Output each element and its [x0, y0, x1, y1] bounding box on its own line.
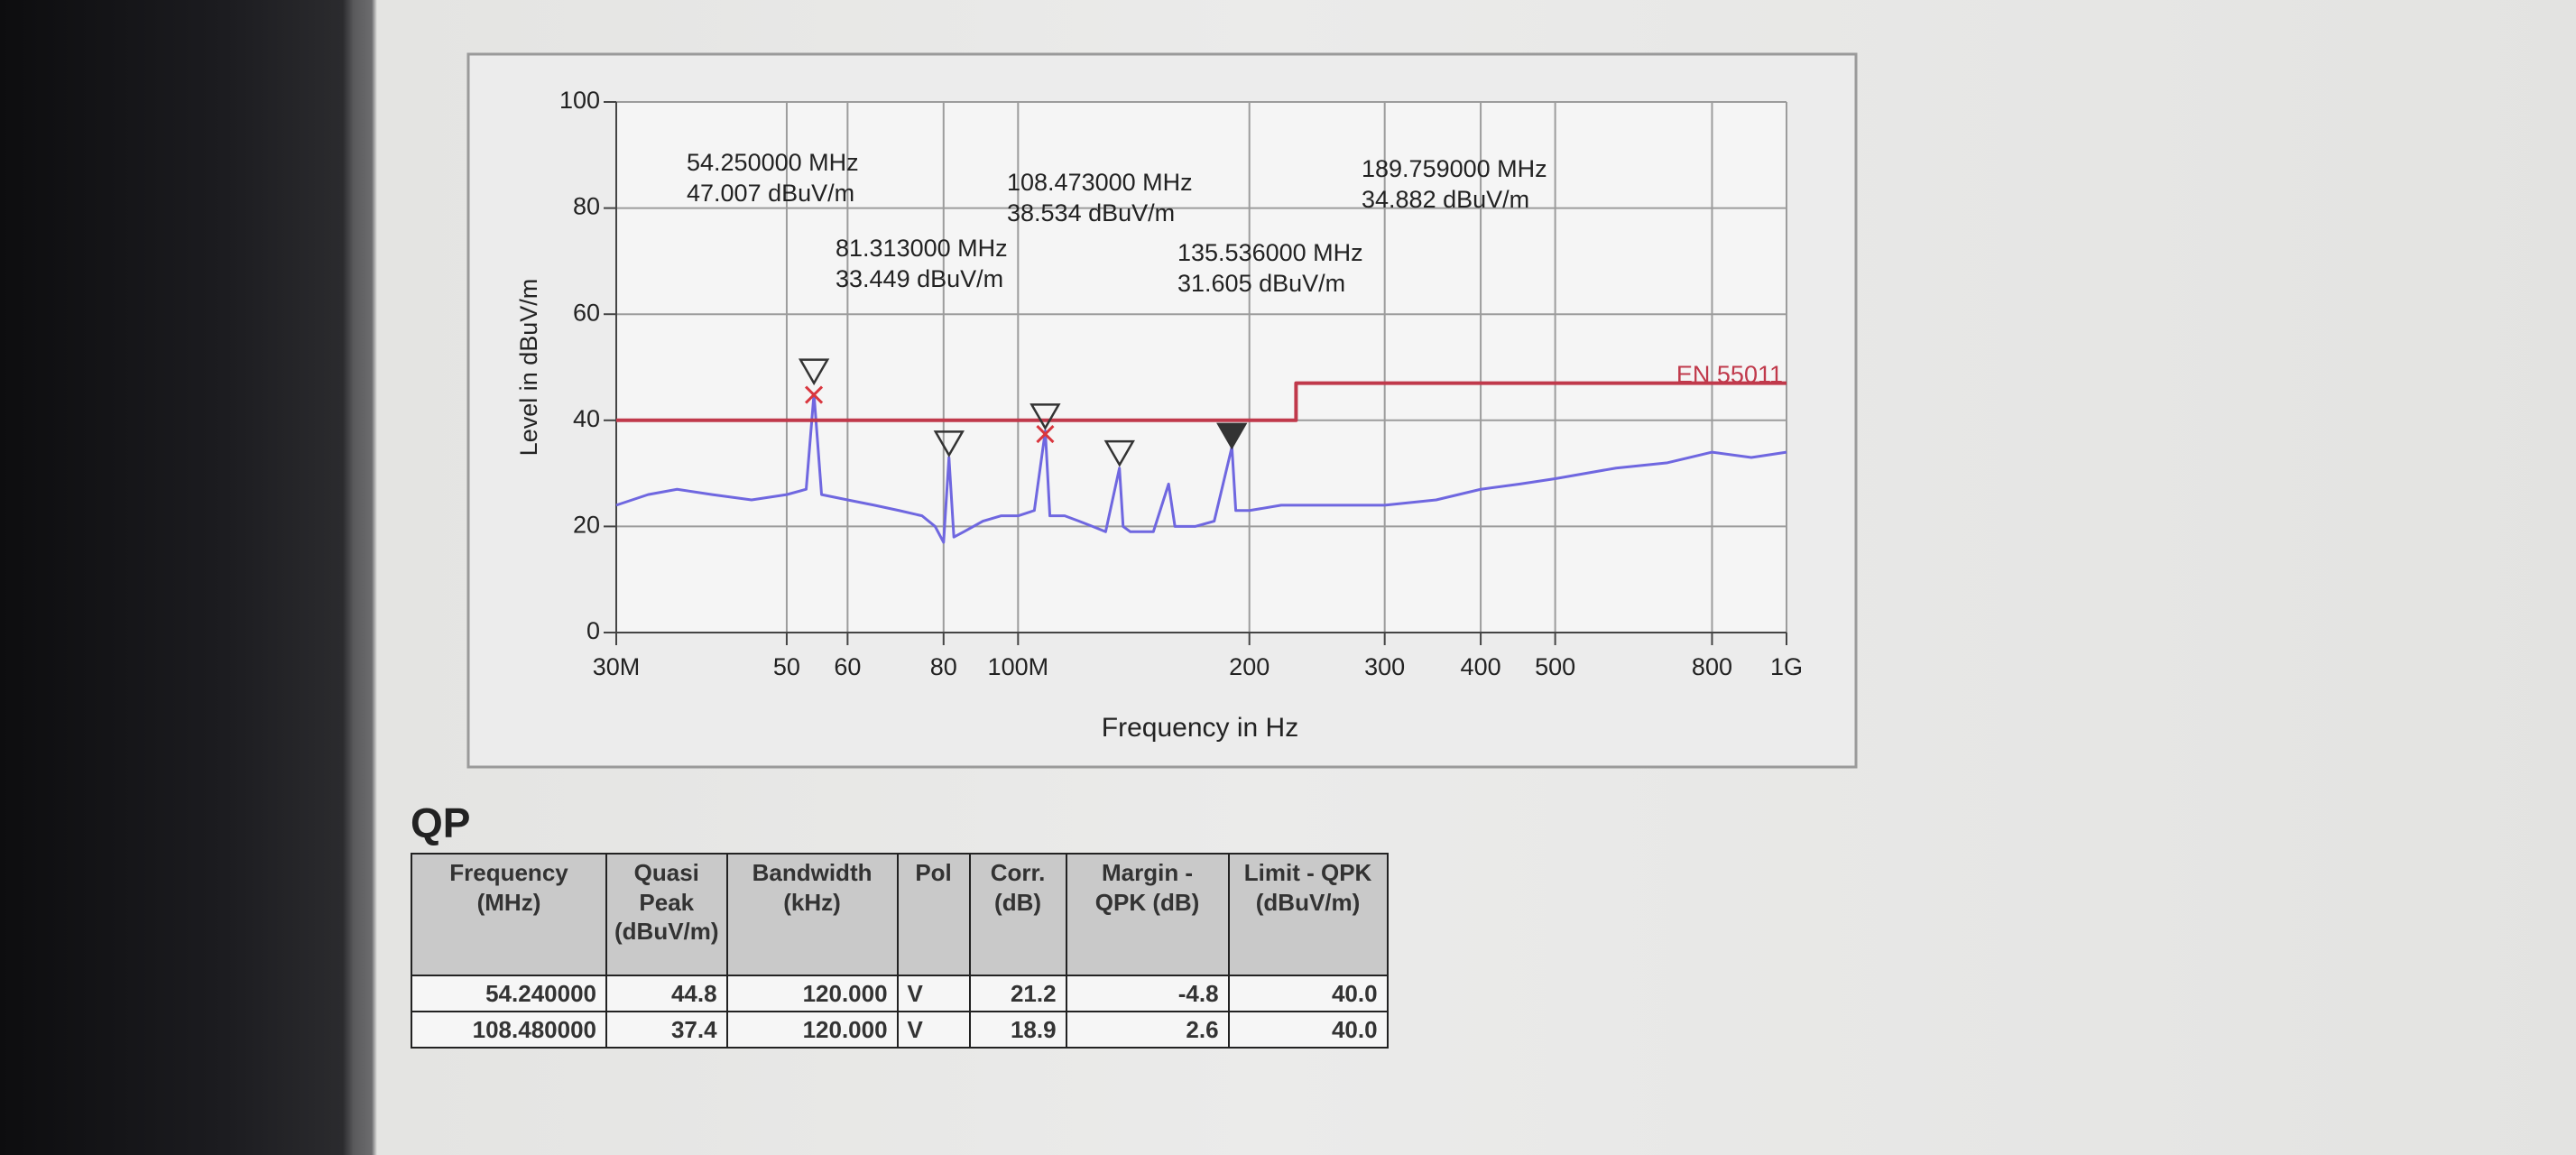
marker-level: 33.449 dBuV/m	[836, 265, 1003, 292]
table-cell: 108.480000	[411, 1011, 607, 1049]
table-row: 54.240000 44.8 120.000 V 21.2 -4.8 40.0	[411, 975, 1389, 1012]
marker-triangle	[933, 430, 965, 457]
table-cell: 40.0	[1227, 1011, 1389, 1049]
x-tick-label: 30M	[593, 653, 641, 680]
marker-level: 38.534 dBuV/m	[1007, 199, 1175, 226]
x-tick-label: 60	[834, 653, 861, 680]
qp-point	[1036, 425, 1055, 444]
table-cell: 2.6	[1065, 1011, 1230, 1049]
marker-level: 34.882 dBuV/m	[1362, 186, 1529, 213]
limit-label: EN 55011	[1676, 361, 1783, 388]
header-cell: Bandwidth (kHz)	[725, 853, 899, 976]
table-cell: -4.8	[1065, 975, 1230, 1012]
marker-frequency: 108.473000 MHz	[1007, 169, 1193, 196]
table-cell: 37.4	[605, 1011, 728, 1049]
table-body: 54.240000 44.8 120.000 V 21.2 -4.8 40.0 108.480…	[411, 975, 1389, 1049]
qp-point	[804, 385, 824, 404]
y-tick-label: 40	[573, 405, 600, 432]
x-tick-label: 100M	[988, 653, 1049, 680]
table-cell: 120.000	[725, 975, 899, 1012]
table-title: QP	[411, 799, 471, 846]
x-tick-label: 500	[1535, 653, 1575, 680]
table-cell: V	[896, 1011, 971, 1049]
plot-area	[616, 102, 1787, 633]
header-row: Frequency (MHz) Quasi Peak (dBuV/m) Bandwi…	[411, 853, 1389, 976]
y-tick-label: 20	[573, 512, 600, 539]
marker-frequency: 135.536000 MHz	[1177, 239, 1363, 266]
x-tick-label: 1G	[1770, 653, 1803, 680]
y-axis-title: Level in dBuV/m	[515, 279, 542, 457]
table-cell: 120.000	[725, 1011, 899, 1049]
marker-triangle	[1029, 403, 1061, 430]
limit-line	[616, 381, 1787, 422]
x-tick-label: 400	[1461, 653, 1501, 680]
y-tick-label: 100	[559, 87, 600, 114]
marker-triangle	[1103, 439, 1135, 467]
header-cell: Corr. (dB)	[968, 853, 1067, 976]
table-cell: 18.9	[968, 1011, 1067, 1049]
header-cell: Frequency (MHz)	[411, 853, 607, 976]
marker-level: 47.007 dBuV/m	[687, 180, 854, 207]
table-row: 108.480000 37.4 120.000 V 18.9 2.6 40.0	[411, 1011, 1389, 1049]
header-cell: Margin - QPK (dB)	[1065, 853, 1230, 976]
y-tick-label: 60	[573, 299, 600, 326]
table-cell: 21.2	[968, 975, 1067, 1012]
y-tick-label: 0	[586, 617, 600, 644]
x-tick-label: 80	[930, 653, 957, 680]
header-cell: Limit - QPK (dBuV/m)	[1227, 853, 1389, 976]
table-cell: 44.8	[605, 975, 728, 1012]
x-tick-label: 200	[1229, 653, 1270, 680]
x-tick-label: 800	[1692, 653, 1732, 680]
marker-frequency: 81.313000 MHz	[836, 235, 1008, 262]
table-cell: V	[896, 975, 971, 1012]
table-cell: 40.0	[1227, 975, 1389, 1012]
marker-frequency: 189.759000 MHz	[1362, 155, 1547, 182]
x-axis-title: Frequency in Hz	[1102, 713, 1298, 743]
header-cell: Quasi Peak (dBuV/m)	[605, 853, 728, 976]
x-tick-label: 300	[1364, 653, 1405, 680]
marker-triangle	[1216, 422, 1248, 450]
header-cell: Pol	[896, 853, 971, 976]
x-tick-label: 50	[773, 653, 800, 680]
trace-line	[615, 392, 1787, 544]
table-cell: 54.240000	[411, 975, 607, 1012]
marker-frequency: 54.250000 MHz	[687, 149, 859, 176]
y-tick-label: 80	[573, 193, 600, 220]
marker-level: 31.605 dBuV/m	[1177, 270, 1345, 297]
qp-table: Frequency (MHz) Quasi Peak (dBuV/m) Bandwi…	[411, 853, 1389, 1049]
marker-triangle	[798, 358, 830, 386]
